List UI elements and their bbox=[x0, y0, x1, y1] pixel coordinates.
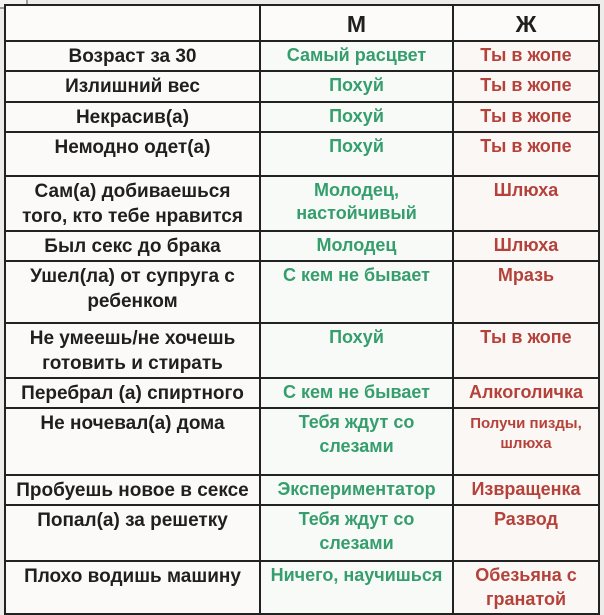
table-row: Перебрал (а) спиртного С кем не бывает Алк… bbox=[4, 376, 600, 410]
male-judgment-cell: Молодец, настойчивый bbox=[259, 174, 454, 232]
double-standards-table: М Ж Возраст за 30 Самый расцвет Ты в жопе И… bbox=[4, 3, 600, 615]
table-row: Некрасив(а) Похуй Ты в жопе bbox=[4, 100, 600, 133]
table-row: Плохо водишь машину Ничего, научишься Обез… bbox=[4, 560, 600, 615]
female-judgment-cell: Обезьяна с гранатой bbox=[452, 560, 600, 615]
female-judgment-cell: Ты в жопе bbox=[452, 130, 600, 177]
table-row: Не ночевал(а) дома Тебя ждут со слезами По… bbox=[4, 407, 600, 477]
female-judgment-cell: Извращенка bbox=[452, 474, 600, 507]
male-judgment-cell: Похуй bbox=[259, 100, 454, 133]
female-judgment-cell: Шлюха bbox=[452, 174, 600, 232]
female-judgment-cell: Ты в жопе bbox=[452, 40, 600, 73]
female-judgment-cell: Алкоголичка bbox=[452, 376, 600, 410]
behavior-cell: Не ночевал(а) дома bbox=[4, 407, 261, 477]
male-judgment-cell: Похуй bbox=[259, 130, 454, 177]
behavior-cell: Возраст за 30 bbox=[4, 40, 261, 73]
male-judgment-cell: Похуй bbox=[259, 321, 454, 379]
behavior-cell: Был секс до брака bbox=[4, 229, 261, 262]
behavior-cell: Пробуешь новое в сексе bbox=[4, 474, 261, 507]
table-row: Излишний вес Похуй Ты в жопе bbox=[4, 70, 600, 103]
male-judgment-cell: С кем не бывает bbox=[259, 259, 454, 324]
male-judgment-cell: Экспериментатор bbox=[259, 474, 454, 507]
male-judgment-cell: Тебя ждут со слезами bbox=[259, 504, 454, 563]
table-row: Ушел(ла) от супруга с ребенком С кем не б… bbox=[4, 259, 600, 324]
header-row: М Ж bbox=[4, 3, 600, 43]
table-row: Был секс до брака Молодец Шлюха bbox=[4, 229, 600, 262]
header-behavior-cell bbox=[4, 3, 261, 43]
table-row: Попал(а) за решетку Тебя ждут со слезами Р… bbox=[4, 504, 600, 563]
behavior-cell: Не умеешь/не хочешь готовить и стирать bbox=[4, 321, 261, 379]
behavior-cell: Излишний вес bbox=[4, 70, 261, 103]
behavior-cell: Перебрал (а) спиртного bbox=[4, 376, 261, 410]
female-judgment-cell: Ты в жопе bbox=[452, 321, 600, 379]
table-row: Не умеешь/не хочешь готовить и стирать По… bbox=[4, 321, 600, 379]
table-row: Немодно одет(а) Похуй Ты в жопе bbox=[4, 130, 600, 177]
behavior-cell: Сам(а) добиваешься того, кто тебе нравит… bbox=[4, 174, 261, 232]
male-judgment-cell: Самый расцвет bbox=[259, 40, 454, 73]
male-judgment-cell: С кем не бывает bbox=[259, 376, 454, 410]
female-judgment-cell: Ты в жопе bbox=[452, 70, 600, 103]
behavior-cell: Попал(а) за решетку bbox=[4, 504, 261, 563]
header-male-cell: М bbox=[259, 3, 454, 43]
behavior-cell: Ушел(ла) от супруга с ребенком bbox=[4, 259, 261, 324]
behavior-cell: Плохо водишь машину bbox=[4, 560, 261, 615]
male-judgment-cell: Молодец bbox=[259, 229, 454, 262]
male-judgment-cell: Похуй bbox=[259, 70, 454, 103]
table-row: Сам(а) добиваешься того, кто тебе нравит… bbox=[4, 174, 600, 232]
female-judgment-cell: Ты в жопе bbox=[452, 100, 600, 133]
female-judgment-cell: Шлюха bbox=[452, 229, 600, 262]
behavior-cell: Немодно одет(а) bbox=[4, 130, 261, 177]
female-judgment-cell: Развод bbox=[452, 504, 600, 563]
male-judgment-cell: Тебя ждут со слезами bbox=[259, 407, 454, 477]
table-row: Возраст за 30 Самый расцвет Ты в жопе bbox=[4, 40, 600, 73]
table-body: Возраст за 30 Самый расцвет Ты в жопе Излиш… bbox=[4, 40, 600, 615]
male-judgment-cell: Ничего, научишься bbox=[259, 560, 454, 615]
table-row: Пробуешь новое в сексе Экспериментатор Изв… bbox=[4, 474, 600, 507]
female-judgment-cell: Мразь bbox=[452, 259, 600, 324]
header-female-cell: Ж bbox=[452, 3, 600, 43]
female-judgment-cell: Получи пизды, шлюха bbox=[452, 407, 600, 477]
behavior-cell: Некрасив(а) bbox=[4, 100, 261, 133]
